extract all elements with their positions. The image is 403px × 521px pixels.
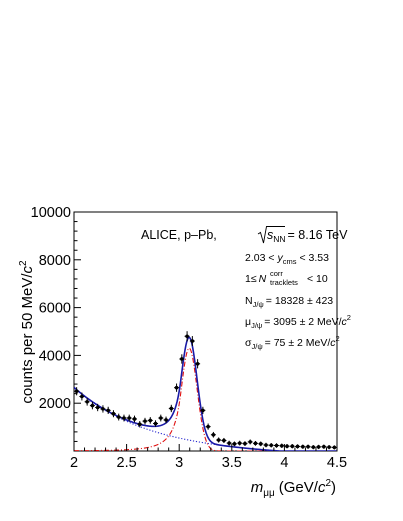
data-point [300, 444, 306, 449]
y-tick-label: 4000 [39, 348, 71, 364]
svg-text:1≤N: 1≤ N [245, 273, 267, 285]
data-point [242, 441, 248, 446]
data-point [158, 414, 164, 422]
data-point [263, 442, 269, 448]
plot-frame [73, 211, 338, 452]
data-point [131, 415, 137, 423]
data-point [163, 416, 169, 424]
data-point [284, 444, 290, 449]
data-point [279, 443, 285, 448]
data-point [237, 440, 243, 446]
x-axis-label: mμμ (GeV/c2) [251, 478, 336, 499]
data-point [221, 437, 227, 444]
data-point [168, 404, 174, 413]
y-tick-label: 10000 [31, 205, 71, 221]
background-fit-curve [74, 387, 337, 451]
data-point [110, 410, 116, 418]
data-point [274, 443, 280, 448]
data-points [74, 331, 337, 450]
y-tick-label: 6000 [39, 301, 71, 317]
data-point [195, 359, 201, 369]
data-point [305, 444, 311, 449]
data-point [231, 441, 237, 447]
data-point [200, 406, 206, 414]
y-axis-label: counts per 50 MeV/c2 [18, 260, 36, 404]
data-point [126, 414, 132, 422]
svg-text:sNN= 8.16 TeV: sNN = 8.16 TeV [267, 228, 348, 244]
tracklets-cut: 1≤ N corr tracklets < 10 [245, 269, 328, 287]
data-point [258, 441, 264, 447]
x-tick-label: 3 [175, 455, 183, 471]
signal-fit-curve [74, 347, 337, 451]
svg-text:< 10: < 10 [307, 273, 328, 285]
data-point [121, 414, 127, 422]
y-tick-label: 8000 [39, 253, 71, 269]
data-point [289, 444, 295, 449]
data-point [226, 440, 232, 446]
data-point [116, 413, 122, 421]
rapidity-cut: 2.03 < ycms < 3.53 [245, 252, 329, 266]
x-tick-label: 2 [70, 455, 78, 471]
total-fit-curve [74, 336, 337, 451]
jpsi-yield: NJ/ψ = 18328 ± 423 [245, 295, 333, 309]
data-point [79, 392, 85, 401]
svg-text:tracklets: tracklets [270, 278, 298, 287]
data-point [331, 445, 337, 450]
data-point [268, 443, 274, 448]
jpsi-mean: μJ/ψ = 3095 ± 2 MeV/c2 [245, 313, 351, 330]
jpsi-width: σJ/ψ = 75 ± 2 MeV/c2 [245, 334, 340, 351]
data-point [326, 445, 332, 450]
data-point [205, 423, 211, 430]
data-point [295, 444, 301, 449]
data-point [105, 406, 111, 414]
data-point [95, 403, 101, 412]
experiment-label: ALICE, p–Pb, [141, 228, 217, 242]
data-point [189, 336, 195, 347]
x-tick-label: 4 [280, 455, 288, 471]
y-tick-label: 2000 [39, 396, 71, 412]
data-point [153, 420, 159, 427]
data-point [252, 440, 258, 446]
sqrt-radical-icon [257, 226, 285, 244]
data-point [142, 417, 148, 425]
data-point [89, 401, 95, 410]
x-tick-label: 2.5 [117, 455, 137, 471]
data-point [321, 444, 327, 449]
data-point [179, 354, 185, 364]
data-point [147, 417, 153, 424]
sqrt-s-label: sNN = 8.16 TeV [257, 226, 348, 244]
data-point [184, 331, 190, 342]
x-tick-label: 3.5 [222, 455, 242, 471]
data-point [84, 397, 90, 406]
x-tick-label: 4.5 [327, 455, 347, 471]
data-point [210, 431, 216, 438]
data-point [216, 437, 222, 443]
axis-ticks: 2 2.5 3 3.5 4 4.5 2000 4000 6000 8000 10000 [31, 205, 347, 471]
svg-text:corr: corr [270, 269, 283, 278]
data-point [137, 421, 143, 428]
data-point [310, 445, 316, 450]
data-point [100, 405, 106, 413]
data-point [316, 444, 322, 450]
data-point [247, 439, 253, 445]
data-point [174, 383, 180, 392]
annotation-block: ALICE, p–Pb, sNN = 8.16 TeV 2.03 < ycms < 3… [141, 226, 351, 351]
